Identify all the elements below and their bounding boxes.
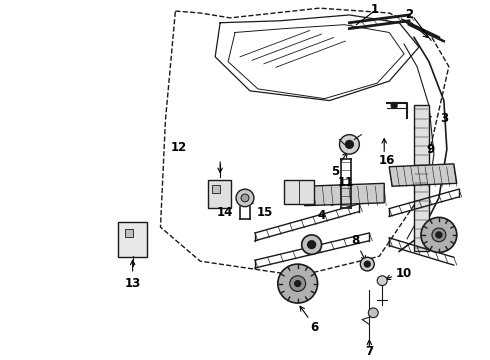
Bar bbox=[212, 185, 220, 193]
Circle shape bbox=[294, 281, 301, 287]
Text: 8: 8 bbox=[351, 234, 360, 247]
Text: 9: 9 bbox=[427, 143, 435, 156]
Circle shape bbox=[278, 264, 318, 303]
Text: 12: 12 bbox=[170, 141, 187, 154]
Circle shape bbox=[290, 276, 306, 291]
Text: 4: 4 bbox=[318, 209, 326, 222]
Text: 14: 14 bbox=[217, 206, 233, 219]
Text: 15: 15 bbox=[257, 206, 273, 219]
Circle shape bbox=[421, 217, 457, 252]
Text: 7: 7 bbox=[365, 345, 373, 358]
Bar bbox=[414, 105, 429, 251]
Polygon shape bbox=[305, 183, 384, 206]
Polygon shape bbox=[389, 164, 457, 186]
Text: 2: 2 bbox=[405, 8, 413, 22]
Text: 13: 13 bbox=[124, 277, 141, 290]
Circle shape bbox=[345, 140, 353, 148]
Circle shape bbox=[302, 235, 321, 255]
Circle shape bbox=[391, 103, 397, 108]
Text: 3: 3 bbox=[440, 112, 448, 125]
Circle shape bbox=[360, 257, 374, 271]
Text: 10: 10 bbox=[396, 267, 412, 280]
Circle shape bbox=[340, 135, 359, 154]
Circle shape bbox=[432, 228, 446, 242]
Circle shape bbox=[436, 232, 442, 238]
Circle shape bbox=[368, 308, 378, 318]
Circle shape bbox=[308, 241, 316, 248]
Circle shape bbox=[241, 194, 249, 202]
Circle shape bbox=[377, 276, 387, 285]
Bar bbox=[124, 229, 133, 237]
Text: 11: 11 bbox=[337, 176, 354, 189]
Text: 6: 6 bbox=[311, 321, 319, 334]
FancyBboxPatch shape bbox=[118, 222, 147, 257]
FancyBboxPatch shape bbox=[284, 180, 314, 204]
Circle shape bbox=[365, 261, 370, 267]
Text: 1: 1 bbox=[370, 3, 378, 15]
Text: 5: 5 bbox=[331, 165, 340, 178]
Text: 16: 16 bbox=[379, 154, 395, 167]
Circle shape bbox=[236, 189, 254, 207]
FancyBboxPatch shape bbox=[208, 180, 231, 208]
